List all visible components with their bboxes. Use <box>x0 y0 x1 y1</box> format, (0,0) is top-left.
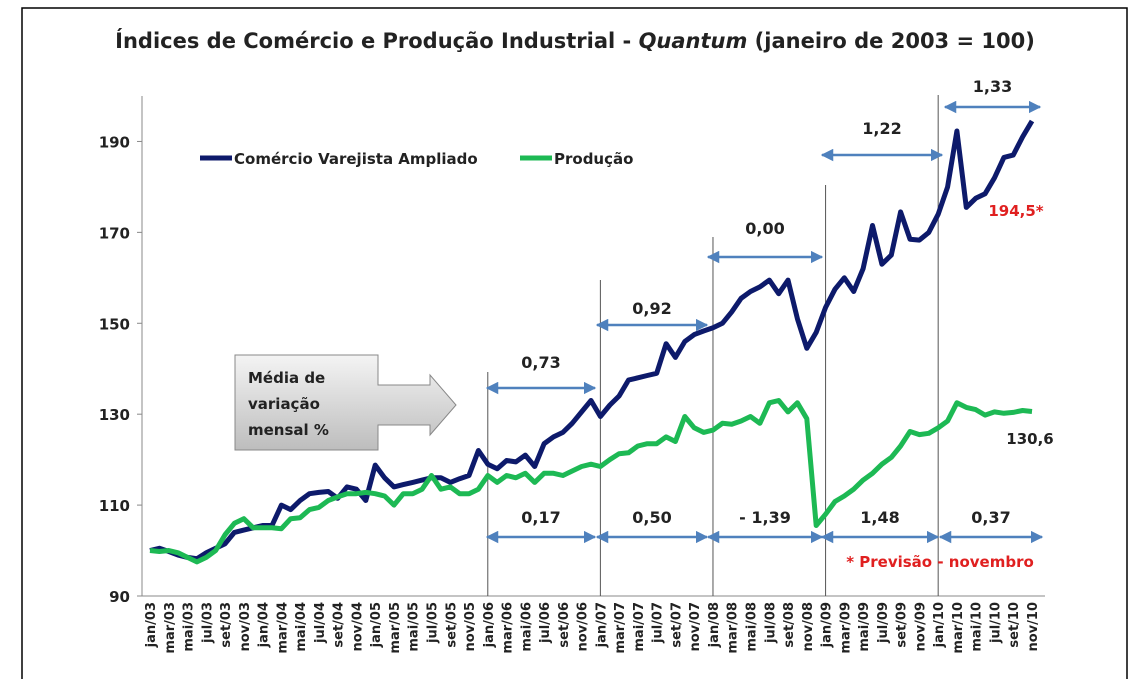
y-tick-label: 110 <box>99 497 130 515</box>
x-tick-label: nov/08 <box>801 602 816 652</box>
x-tick-label: jan/08 <box>707 602 722 648</box>
range-label: 1,48 <box>860 508 899 527</box>
range-label: 0,50 <box>632 508 671 527</box>
x-tick-label: set/07 <box>669 602 684 648</box>
x-tick-label: mar/09 <box>838 602 853 654</box>
x-tick-label: jul/07 <box>651 602 666 644</box>
x-tick-label: nov/07 <box>688 602 703 652</box>
x-tick-label: set/09 <box>895 602 910 648</box>
end-label: 130,6 <box>1006 430 1053 448</box>
x-tick-label: jan/04 <box>257 602 272 648</box>
range-label: 0,17 <box>521 508 560 527</box>
x-tick-label: mar/07 <box>613 602 628 654</box>
x-tick-label: mai/03 <box>182 602 197 652</box>
x-tick-label: jul/05 <box>425 602 440 644</box>
x-tick-label: mai/10 <box>970 602 985 652</box>
callout-box <box>234 354 457 451</box>
y-tick-label: 170 <box>99 224 130 242</box>
x-tick-label: jan/09 <box>820 602 835 648</box>
x-tick-label: set/06 <box>557 602 572 648</box>
x-tick-label: jan/10 <box>932 602 947 648</box>
x-tick-label: nov/09 <box>913 602 928 652</box>
x-tick-label: mai/04 <box>294 602 309 652</box>
x-tick-label: nov/04 <box>350 602 365 652</box>
x-tick-label: mar/03 <box>163 602 178 654</box>
x-tick-label: mar/05 <box>388 602 403 654</box>
legend-label: Produção <box>554 150 633 168</box>
series-line <box>149 398 1033 565</box>
title-part: Quantum <box>639 29 748 53</box>
x-tick-label: set/10 <box>1007 602 1022 648</box>
chart-title: Índices de Comércio e Produção Industria… <box>115 28 1035 53</box>
end-label: 194,5* <box>988 202 1043 220</box>
x-tick-label: jul/06 <box>538 602 553 644</box>
x-tick-label: nov/03 <box>238 602 253 652</box>
x-tick-label: mai/07 <box>632 602 647 652</box>
callout-text: variação <box>248 395 320 413</box>
x-tick-label: jan/05 <box>369 602 384 648</box>
x-tick-label: set/05 <box>444 602 459 648</box>
x-tick-label: nov/05 <box>463 602 478 652</box>
legend-label: Comércio Varejista Ampliado <box>234 150 478 168</box>
x-tick-label: jan/03 <box>144 602 159 648</box>
title-part: Índices de Comércio e Produção Industria… <box>115 28 638 53</box>
x-tick-label: set/04 <box>332 602 347 648</box>
y-tick-label: 90 <box>109 588 130 606</box>
range-label: 0,37 <box>971 508 1010 527</box>
x-tick-label: jan/06 <box>482 602 497 648</box>
range-label: - 1,39 <box>739 508 791 527</box>
x-tick-label: mai/06 <box>519 602 534 652</box>
x-tick-label: jul/08 <box>763 602 778 644</box>
x-tick-label: set/03 <box>219 602 234 648</box>
x-tick-label: jul/04 <box>313 602 328 644</box>
range-label: 1,22 <box>862 119 901 138</box>
range-label: 0,00 <box>745 219 784 238</box>
callout-text: Média de <box>248 369 325 387</box>
x-tick-label: jul/03 <box>200 602 215 644</box>
y-tick-label: 130 <box>99 406 130 424</box>
frame <box>21 7 1128 679</box>
x-tick-label: mar/06 <box>501 602 516 654</box>
x-tick-label: set/08 <box>782 602 797 648</box>
x-tick-label: mai/08 <box>745 602 760 652</box>
x-tick-label: mai/05 <box>407 602 422 652</box>
y-tick-label: 150 <box>99 315 130 333</box>
x-tick-label: nov/06 <box>576 602 591 652</box>
x-tick-label: mar/08 <box>726 602 741 654</box>
range-label: 0,73 <box>521 353 560 372</box>
x-tick-label: mai/09 <box>857 602 872 652</box>
x-tick-label: jul/10 <box>988 602 1003 644</box>
title-part: (janeiro de 2003 = 100) <box>747 29 1034 53</box>
note: * Previsão - novembro <box>846 553 1034 571</box>
y-tick-label: 190 <box>99 133 130 151</box>
x-tick-label: jul/09 <box>876 602 891 644</box>
x-tick-label: jan/07 <box>594 602 609 648</box>
x-tick-label: nov/10 <box>1026 602 1041 652</box>
x-tick-label: mar/10 <box>951 602 966 654</box>
range-label: 0,92 <box>632 299 671 318</box>
range-label: 1,33 <box>973 77 1012 96</box>
callout-text: mensal % <box>248 421 329 439</box>
x-tick-label: mar/04 <box>275 602 290 654</box>
series-line <box>149 119 1035 562</box>
